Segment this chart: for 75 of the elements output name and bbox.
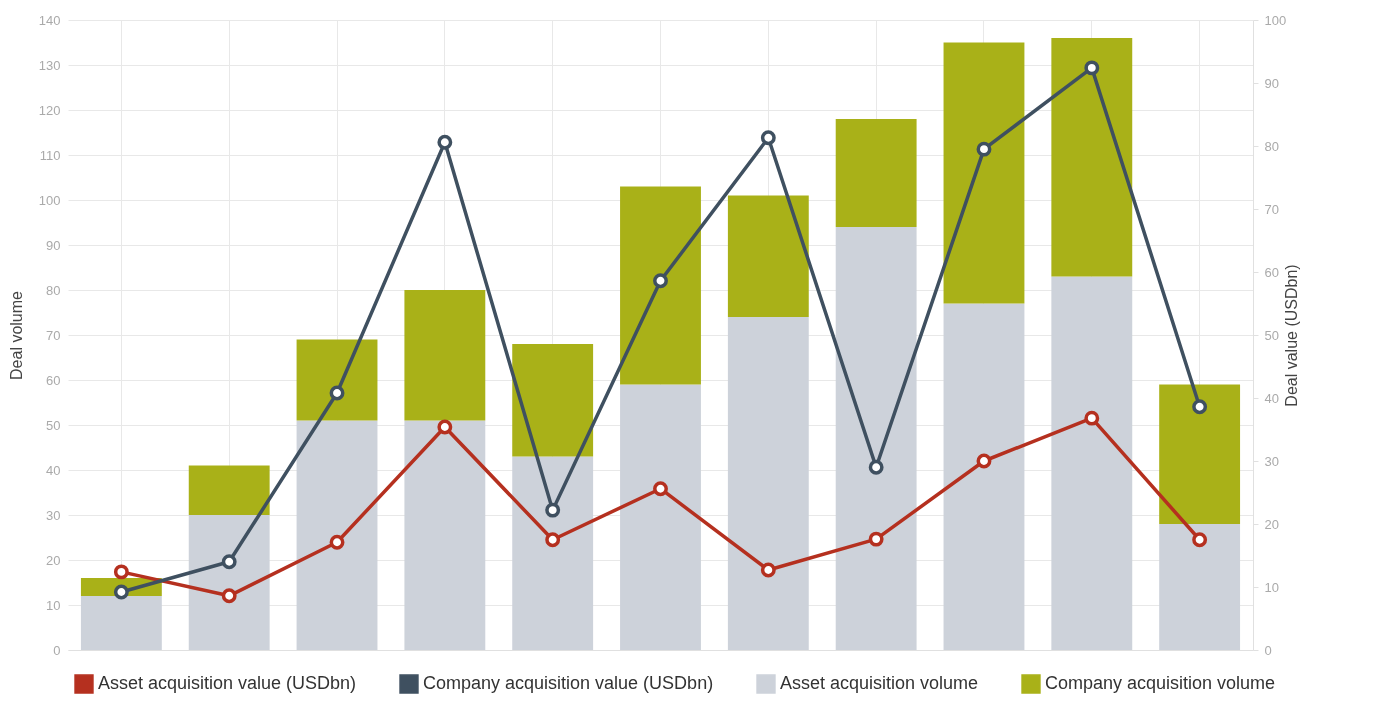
point bbox=[113, 584, 129, 600]
y2-tick-label: 10 bbox=[1264, 579, 1279, 595]
point bbox=[976, 453, 992, 469]
y2-tick-label: 60 bbox=[1264, 264, 1279, 280]
bar bbox=[835, 119, 917, 227]
legend-label: Company acquisition volume bbox=[1045, 673, 1276, 694]
bar bbox=[404, 420, 486, 650]
legend-label: Company acquisition value (USDbn) bbox=[423, 673, 714, 694]
y-tick-label: 120 bbox=[38, 102, 61, 118]
point bbox=[221, 588, 237, 604]
y2-tick-label: 100 bbox=[1264, 12, 1287, 28]
bar bbox=[188, 465, 270, 515]
point bbox=[653, 481, 668, 497]
y2-tick-label: 0 bbox=[1264, 642, 1272, 658]
y-tick-label: 20 bbox=[46, 552, 61, 568]
y2-tick-label: 30 bbox=[1264, 453, 1279, 469]
bar bbox=[835, 227, 917, 650]
y-tick-label: 40 bbox=[46, 462, 61, 478]
y-tick-label: 100 bbox=[38, 192, 61, 208]
bar bbox=[512, 456, 594, 650]
y-tick-label: 0 bbox=[53, 642, 61, 658]
point bbox=[113, 564, 129, 580]
point bbox=[437, 134, 453, 150]
bar bbox=[1159, 384, 1241, 524]
y2-tick-label: 90 bbox=[1264, 75, 1279, 91]
bar bbox=[296, 339, 378, 421]
bar bbox=[727, 317, 809, 650]
y-tick-label: 80 bbox=[46, 282, 61, 298]
bar bbox=[727, 195, 809, 317]
point bbox=[760, 562, 776, 578]
bar bbox=[1051, 38, 1133, 277]
y-tick-label: 10 bbox=[46, 597, 61, 613]
bar bbox=[1159, 524, 1241, 650]
y-tick-label: 50 bbox=[46, 417, 61, 433]
y-tick-label: 30 bbox=[46, 507, 61, 523]
y-axis-title: Deal volume bbox=[7, 290, 25, 380]
y-tick-label: 60 bbox=[46, 372, 61, 388]
point bbox=[868, 459, 884, 475]
y-tick-label: 110 bbox=[39, 147, 61, 163]
point bbox=[545, 532, 561, 548]
bar bbox=[80, 596, 162, 650]
point bbox=[329, 385, 345, 401]
bar bbox=[620, 384, 701, 650]
bar bbox=[512, 344, 594, 457]
y2-tick-label: 50 bbox=[1264, 327, 1279, 343]
y2-tick-label: 70 bbox=[1264, 201, 1279, 217]
bar bbox=[943, 303, 1025, 650]
bar bbox=[188, 515, 270, 650]
y2-tick-label: 80 bbox=[1264, 138, 1279, 154]
legend-label: Asset acquisition value (USDbn) bbox=[98, 673, 357, 694]
y-tick-label: 130 bbox=[38, 57, 61, 73]
bar bbox=[404, 290, 486, 421]
y2-axis-title: Deal value (USDbn) bbox=[1283, 264, 1301, 407]
point bbox=[329, 534, 345, 550]
point bbox=[653, 273, 668, 289]
y2-tick-label: 20 bbox=[1264, 516, 1279, 532]
bar bbox=[1051, 276, 1133, 650]
y-tick-label: 140 bbox=[38, 12, 61, 28]
point bbox=[437, 419, 453, 435]
point bbox=[221, 554, 237, 570]
point bbox=[976, 141, 992, 157]
legend-label: Asset acquisition volume bbox=[780, 673, 979, 694]
bar bbox=[943, 42, 1025, 304]
point bbox=[1084, 60, 1100, 76]
point bbox=[760, 130, 776, 146]
point bbox=[545, 502, 561, 518]
y-tick-label: 70 bbox=[46, 327, 61, 343]
bar bbox=[296, 420, 378, 650]
point bbox=[868, 531, 884, 547]
point bbox=[1084, 410, 1100, 426]
y2-tick-label: 40 bbox=[1264, 390, 1279, 406]
bar bbox=[620, 186, 701, 385]
point bbox=[1192, 399, 1208, 415]
y-tick-label: 90 bbox=[46, 237, 61, 253]
point bbox=[1192, 532, 1208, 548]
